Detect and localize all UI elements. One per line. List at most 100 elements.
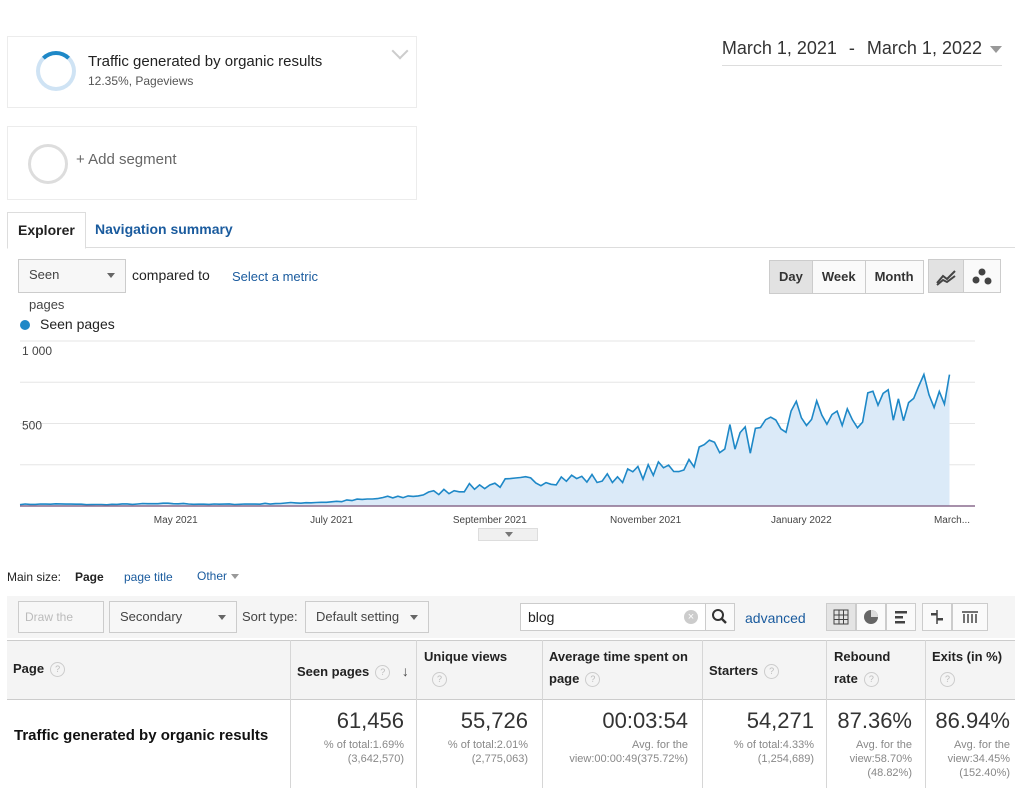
tab-explorer[interactable]: Explorer	[7, 212, 86, 249]
help-icon[interactable]: ?	[940, 672, 955, 688]
cell-starters-sub1: % of total:4.33%	[733, 739, 814, 751]
header-avg-time-label-2: page	[549, 671, 580, 686]
dimension-page-title[interactable]: page title	[124, 570, 173, 584]
help-icon[interactable]: ?	[50, 662, 66, 678]
comparison-view-button[interactable]	[922, 603, 952, 631]
table-search-value: blog	[528, 609, 555, 625]
cell-rebound-sub2: view:58.70%	[849, 753, 912, 765]
date-separator: -	[848, 38, 855, 58]
bubble-chart-icon	[972, 268, 992, 285]
column-divider	[290, 640, 291, 788]
dimension-page[interactable]: Page	[75, 570, 104, 584]
pie-chart-icon	[864, 610, 878, 624]
header-starters[interactable]: Starters?	[709, 660, 780, 682]
x-tick-label: May 2021	[154, 515, 198, 526]
pivot-view-button[interactable]	[952, 603, 988, 631]
cell-exits-sub1: Avg. for the	[953, 739, 1010, 751]
cell-starters-sub2: (1,254,689)	[757, 753, 814, 765]
motion-chart-button[interactable]	[964, 260, 1000, 292]
line-chart-button[interactable]	[929, 260, 964, 292]
header-exits-label: Exits (in %)	[932, 649, 1003, 664]
header-avg-time-label-1: Average time spent on	[549, 649, 688, 664]
chevron-down-icon[interactable]	[391, 42, 409, 60]
column-divider	[826, 640, 827, 788]
chart-collapse-handle[interactable]	[478, 528, 538, 541]
add-segment-label[interactable]: + Add segment	[76, 151, 177, 168]
sort-type-value: Default setting	[316, 609, 400, 624]
sort-descending-icon: ↓	[401, 663, 409, 679]
help-icon[interactable]: ?	[863, 672, 879, 688]
dimension-other[interactable]: Other	[197, 569, 240, 583]
date-range-picker[interactable]: March 1, 2021- March 1, 2022	[721, 38, 1002, 66]
help-icon[interactable]: ?	[764, 664, 780, 680]
x-tick-label: July 2021	[310, 515, 353, 526]
column-divider	[925, 640, 926, 788]
header-exits[interactable]: Exits (in %) ?	[932, 646, 1002, 690]
cell-unique-views-sub2: (2,775,063)	[471, 753, 528, 765]
segment-card-organic[interactable]: Traffic generated by organic results 12.…	[7, 36, 417, 108]
grid-table-icon	[833, 609, 849, 625]
cell-unique-views-value: 55,726	[460, 708, 528, 733]
percentage-view-button[interactable]	[856, 603, 886, 631]
performance-view-button[interactable]	[886, 603, 916, 631]
comparison-icon	[931, 610, 943, 624]
help-icon[interactable]: ?	[432, 672, 447, 688]
series-area	[20, 374, 950, 506]
cell-exits-sub2: view:34.45%	[947, 753, 1010, 765]
header-seen-pages[interactable]: Seen pages? ↓	[297, 660, 409, 683]
dropdown-arrow-icon	[410, 615, 418, 620]
granularity-day-button[interactable]: Day	[770, 261, 813, 293]
draw-lines-button[interactable]: Draw the lines	[18, 601, 104, 654]
granularity-toggle: Day Week Month	[769, 260, 924, 294]
header-seen-pages-label: Seen pages	[297, 664, 370, 679]
report-tabs: Explorer Navigation summary	[7, 212, 1015, 249]
table-header	[7, 640, 1015, 700]
series-line	[19, 372, 951, 506]
tab-navigation-summary[interactable]: Navigation summary	[95, 221, 233, 237]
segment-title: Traffic generated by organic results	[88, 53, 323, 70]
legend-dot-icon	[20, 320, 30, 330]
dropdown-arrow-icon	[107, 273, 115, 278]
table-view-button[interactable]	[826, 603, 856, 631]
header-page[interactable]: Page?	[13, 658, 66, 680]
sort-type-select[interactable]: Default setting	[305, 601, 429, 633]
header-avg-time[interactable]: Average time spent on page?	[549, 646, 688, 690]
dropdown-arrow-icon	[218, 615, 226, 620]
search-icon	[712, 609, 727, 624]
header-rebound-label-2: rate	[834, 671, 858, 686]
x-tick-label: March...	[934, 515, 970, 526]
cell-avg-time-sub2: view:00:00:49(375.72%)	[569, 753, 688, 765]
header-rebound-rate[interactable]: Rebound rate?	[834, 646, 890, 690]
cell-exits-sub3: (152.40%)	[959, 767, 1010, 779]
clear-search-icon[interactable]: ×	[684, 610, 698, 624]
advanced-filter-link[interactable]: advanced	[745, 610, 806, 626]
y-tick-label: 500	[22, 419, 42, 433]
metric-select[interactable]: Seen pages	[18, 259, 126, 312]
select-metric-link[interactable]: Select a metric	[232, 269, 318, 284]
header-page-label: Page	[13, 661, 45, 676]
header-unique-views[interactable]: Unique views ?	[424, 646, 507, 690]
cell-avg-time-value: 00:03:54	[602, 708, 688, 733]
caret-down-icon	[990, 45, 1002, 53]
table-search-input[interactable]: blog ×	[520, 603, 706, 631]
date-end: March 1, 2022	[866, 38, 982, 58]
cell-seen-pages-sub1: % of total:1.69%	[323, 739, 404, 751]
help-icon[interactable]: ?	[375, 665, 391, 681]
help-icon[interactable]: ?	[585, 672, 601, 688]
x-tick-label: September 2021	[453, 515, 527, 526]
seen-pages-chart: 1 000 500 May 2021 July 2021 September 2021 N…	[19, 340, 975, 526]
header-rebound-label-1: Rebound	[834, 649, 891, 664]
granularity-month-button[interactable]: Month	[865, 261, 923, 293]
table-row-label[interactable]: Traffic generated by organic results	[14, 727, 269, 744]
granularity-week-button[interactable]: Week	[812, 261, 866, 293]
cell-exits-value: 86.94%	[935, 708, 1010, 733]
secondary-size-select[interactable]: Secondary size	[109, 601, 237, 654]
column-divider	[702, 640, 703, 788]
add-segment-card[interactable]: + Add segment	[7, 126, 417, 200]
compared-to-label: compared to	[132, 267, 210, 283]
sort-type-label: Sort type:	[242, 609, 298, 624]
search-button[interactable]	[705, 603, 735, 631]
segment-ring-icon	[36, 51, 76, 91]
cell-seen-pages-sub2: (3,642,570)	[347, 753, 404, 765]
bar-rows-icon	[895, 611, 907, 624]
